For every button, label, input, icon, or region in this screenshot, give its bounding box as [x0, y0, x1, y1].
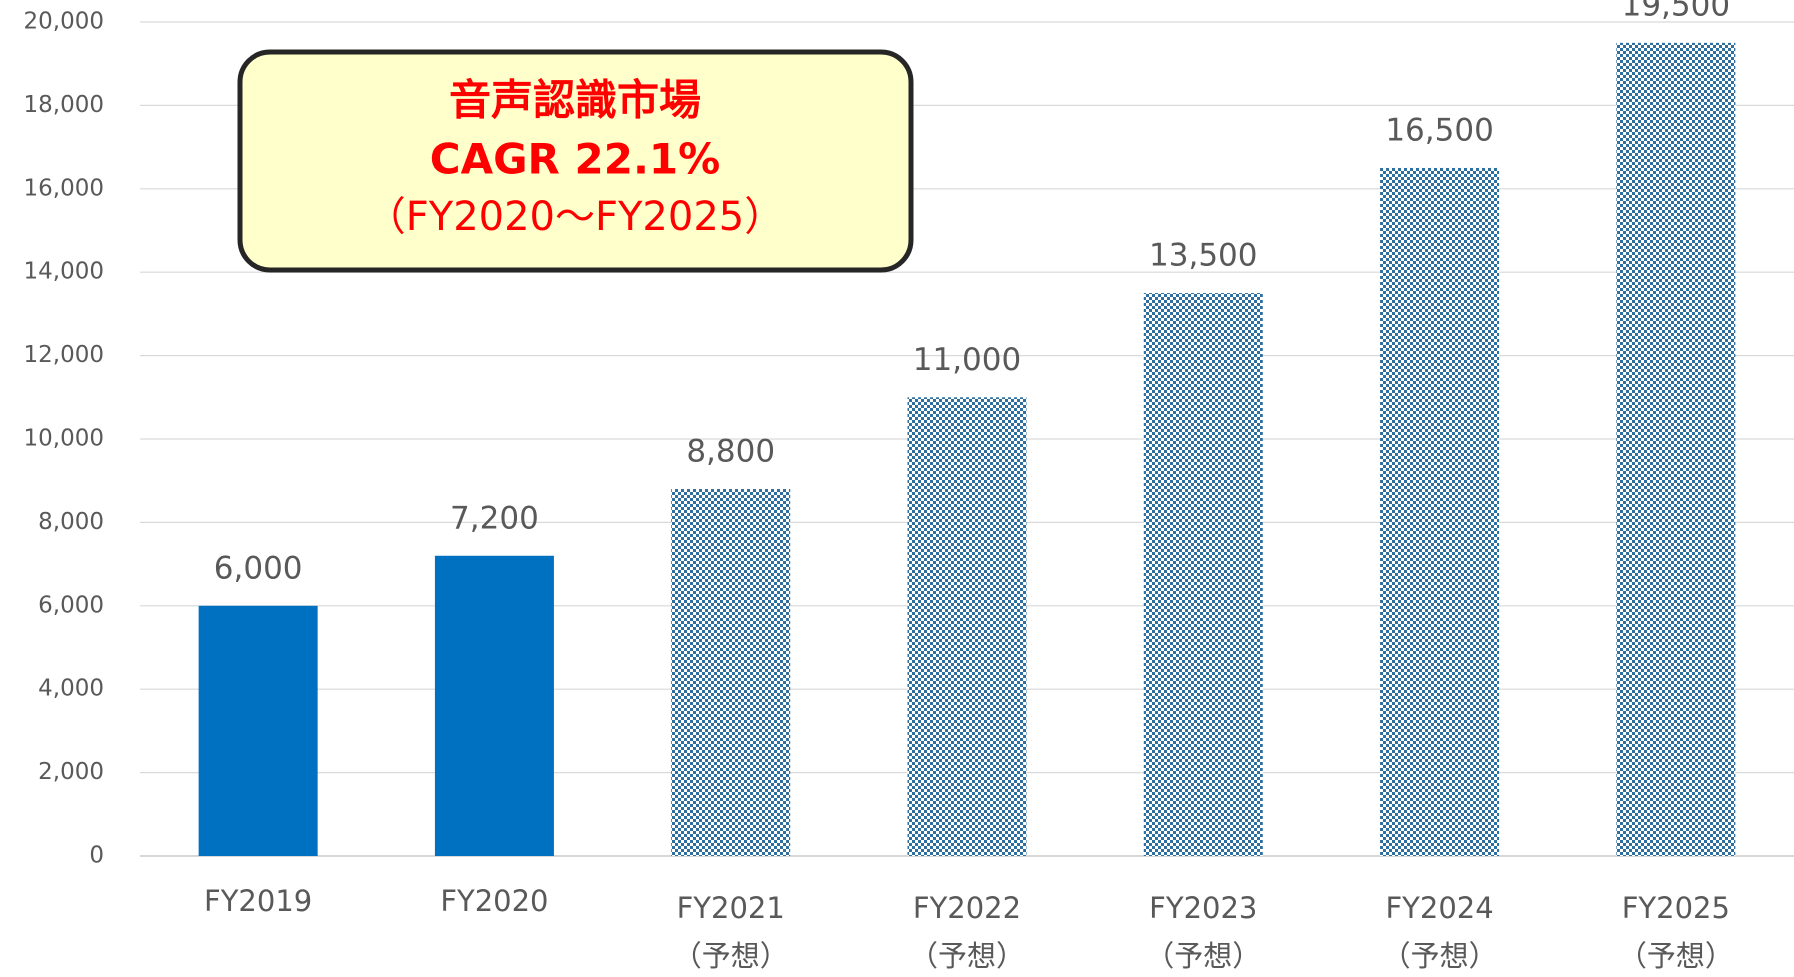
y-tick-label: 0 [89, 843, 104, 869]
bar [434, 555, 554, 856]
x-tick-note: （予想） [909, 939, 1025, 973]
y-tick-label: 20,000 [24, 9, 104, 35]
y-tick-label: 6,000 [38, 592, 104, 618]
bar [1143, 293, 1263, 856]
y-tick-label: 16,000 [24, 175, 104, 201]
x-tick-label: FY2019 [204, 884, 312, 918]
value-label: 19,500 [1622, 0, 1730, 23]
x-tick-label: FY2025 [1622, 891, 1730, 925]
annotation-line: CAGR 22.1% [430, 135, 720, 184]
y-tick-label: 4,000 [38, 676, 104, 702]
annotation-box [237, 49, 914, 273]
value-label: 16,500 [1385, 112, 1493, 148]
y-tick-label: 2,000 [38, 759, 104, 785]
bar [1616, 42, 1736, 857]
y-tick-label: 18,000 [24, 92, 104, 118]
value-label: 7,200 [450, 500, 539, 536]
x-tick-label: FY2020 [440, 884, 548, 918]
x-tick-label: FY2022 [913, 891, 1021, 925]
bar [907, 397, 1027, 856]
x-tick-note: （予想） [673, 939, 789, 973]
x-tick-note: （予想） [1618, 939, 1734, 973]
bar [671, 489, 791, 856]
bar [198, 605, 318, 856]
value-label: 13,500 [1149, 238, 1257, 274]
x-tick-label: FY2024 [1385, 891, 1493, 925]
annotation-line: （FY2020～FY2025） [366, 194, 784, 240]
value-label: 8,800 [686, 434, 775, 470]
annotation-line: 音声認識市場 [449, 76, 701, 125]
x-tick-label: FY2023 [1149, 891, 1257, 925]
value-label: 6,000 [214, 550, 303, 586]
value-label: 11,000 [913, 342, 1021, 378]
y-tick-label: 12,000 [24, 342, 104, 368]
x-tick-note: （予想） [1382, 939, 1498, 973]
y-tick-label: 8,000 [38, 509, 104, 535]
x-tick-label: FY2021 [677, 891, 785, 925]
y-tick-label: 14,000 [24, 259, 104, 285]
y-tick-label: 10,000 [24, 426, 104, 452]
x-tick-note: （予想） [1145, 939, 1261, 973]
bar [1380, 167, 1500, 856]
